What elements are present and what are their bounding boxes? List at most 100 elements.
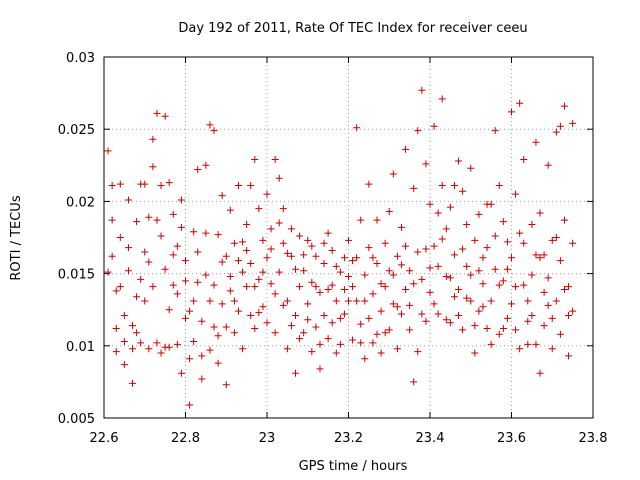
data-point [145, 345, 153, 353]
data-point [336, 340, 344, 348]
data-point [263, 319, 271, 327]
data-point [336, 268, 344, 276]
data-point [153, 339, 161, 347]
data-point [385, 326, 393, 334]
data-point [345, 297, 352, 305]
x-tick-label: 23.8 [579, 431, 608, 446]
data-point [145, 213, 153, 221]
data-point [112, 324, 120, 332]
data-point [528, 311, 536, 319]
data-point [300, 267, 308, 275]
data-point [120, 311, 128, 319]
data-point [349, 283, 357, 291]
data-point [243, 246, 251, 254]
data-point [467, 271, 475, 279]
data-point [430, 242, 438, 250]
data-point [475, 307, 483, 315]
data-point [479, 280, 487, 288]
data-point [430, 300, 438, 308]
chart-title: Day 192 of 2011, Rate Of TEC Index for r… [178, 21, 527, 36]
data-point [161, 265, 169, 273]
data-point [259, 268, 267, 276]
data-point [239, 238, 247, 246]
data-point [406, 267, 414, 275]
data-point [316, 340, 324, 348]
data-point [556, 257, 564, 265]
data-point [450, 293, 458, 301]
data-point [349, 257, 357, 265]
data-point [487, 340, 495, 348]
data-point [495, 281, 503, 289]
data-point [141, 248, 149, 256]
data-point [446, 274, 454, 282]
data-point [381, 239, 389, 247]
data-point [373, 259, 381, 267]
data-point [544, 161, 552, 169]
data-point [169, 210, 177, 218]
data-point [190, 337, 198, 345]
data-point [536, 369, 544, 377]
data-point [129, 345, 137, 353]
data-point [104, 147, 112, 155]
data-point [141, 297, 149, 305]
data-point [129, 322, 137, 330]
data-point [292, 369, 300, 377]
data-point [540, 251, 548, 259]
data-point [328, 319, 336, 327]
data-point [361, 355, 369, 363]
data-point [446, 319, 454, 327]
data-point [259, 236, 267, 244]
data-point [194, 248, 202, 256]
data-point [214, 231, 222, 239]
data-point [487, 297, 495, 305]
data-point [129, 379, 137, 387]
data-point [332, 297, 340, 305]
x-tick-label: 22.8 [171, 431, 200, 446]
data-point [112, 348, 120, 356]
data-point [434, 209, 442, 217]
data-point [124, 267, 132, 275]
data-point [422, 160, 430, 168]
data-point [255, 205, 263, 213]
data-point [442, 316, 450, 324]
data-point [218, 258, 226, 266]
data-point [556, 330, 564, 338]
data-point [540, 288, 548, 296]
data-point [304, 300, 312, 308]
data-point [149, 283, 157, 291]
data-point [243, 221, 251, 229]
data-point [552, 128, 560, 136]
data-point [442, 225, 450, 233]
data-point [357, 339, 365, 347]
data-point [283, 345, 291, 353]
data-point [218, 192, 226, 200]
data-point [108, 216, 116, 224]
data-point [548, 236, 556, 244]
data-point [177, 196, 185, 204]
data-point [296, 335, 304, 343]
data-point [528, 271, 536, 279]
data-point [422, 317, 430, 325]
data-point [516, 345, 524, 353]
data-point [324, 285, 332, 293]
data-point [173, 242, 181, 250]
data-point [483, 200, 491, 208]
data-point [308, 348, 316, 356]
data-point [137, 275, 145, 283]
y-tick-label: 0.015 [58, 268, 95, 283]
data-point [202, 161, 210, 169]
x-tick-label: 22.6 [90, 431, 119, 446]
data-point [357, 216, 365, 224]
data-point [234, 307, 242, 315]
data-point [532, 138, 540, 146]
data-points [104, 86, 577, 409]
data-point [389, 271, 397, 279]
data-point [455, 311, 463, 319]
data-point [287, 322, 295, 330]
data-point [491, 265, 499, 273]
data-point [467, 164, 475, 172]
data-point [373, 216, 381, 224]
data-point [516, 229, 524, 237]
data-point [251, 156, 259, 164]
data-point [194, 278, 202, 286]
